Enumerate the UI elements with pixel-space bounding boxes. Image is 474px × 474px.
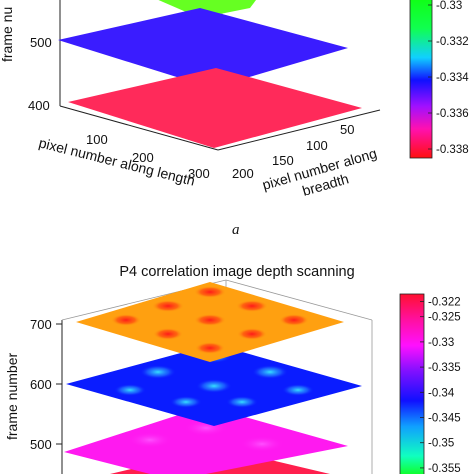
bottom-z-tick: 600 xyxy=(30,377,52,392)
bottom-z-tick: 500 xyxy=(30,437,52,452)
top-z-ticks: 500 400 xyxy=(28,35,52,113)
bottom-colorbar-ticks: -0.322 -0.325 -0.33 -0.335 -0.34 -0.345 -0.35 -… xyxy=(420,297,461,474)
top-x-tick: 300 xyxy=(188,166,210,181)
top-x-axis-label: pixel number along length xyxy=(37,134,196,188)
bottom-z-ticks: 700 600 500 xyxy=(30,317,62,452)
top-y-tick: 100 xyxy=(306,138,328,153)
colorbar-tick-label: -0.345 xyxy=(428,413,461,425)
top-x-tick: 100 xyxy=(86,132,108,147)
colorbar-tick-label: -0.33 xyxy=(428,337,454,349)
top-x-tick: 200 xyxy=(132,150,154,165)
bottom-chart: P4 correlation image depth scanning xyxy=(4,264,461,474)
colorbar-tick-label: -0.334 xyxy=(436,72,469,84)
colorbar-tick-label: -0.325 xyxy=(428,312,461,324)
top-colorbar-ticks: -0.33 -0.332 -0.334 -0.336 -0.338 xyxy=(428,0,469,156)
bottom-slice-600-spots xyxy=(114,349,314,408)
top-y-tick: 200 xyxy=(232,166,254,181)
bottom-chart-title: P4 correlation image depth scanning xyxy=(119,264,354,280)
bottom-slice-500-spots xyxy=(128,420,284,452)
bottom-z-tick: 700 xyxy=(30,317,52,332)
top-slice-500 xyxy=(58,8,348,88)
bottom-slice-700-spots xyxy=(111,286,309,354)
top-chart: 500 400 frame nu 100 200 300 pixel numbe… xyxy=(0,0,469,199)
top-x-axis-line xyxy=(59,105,219,151)
colorbar-tick-label: -0.33 xyxy=(436,0,462,12)
colorbar-tick-label: -0.355 xyxy=(428,463,461,474)
top-y-tick: 50 xyxy=(340,122,354,137)
colorbar-tick-label: -0.35 xyxy=(428,438,454,450)
colorbar-tick-label: -0.335 xyxy=(428,362,461,374)
top-slice-400 xyxy=(68,68,362,148)
top-slice-600 xyxy=(158,0,256,18)
colorbar-tick-label: -0.332 xyxy=(436,36,469,48)
colorbar-tick-label: -0.322 xyxy=(428,297,461,309)
colorbar-tick-label: -0.338 xyxy=(436,144,469,156)
bottom-slice-500 xyxy=(64,406,348,474)
panel-label: a xyxy=(232,222,240,238)
top-colorbar xyxy=(409,0,433,159)
top-z-tick: 400 xyxy=(28,98,50,113)
bottom-top-edge-right xyxy=(225,279,373,321)
top-z-tick: 500 xyxy=(30,35,52,50)
top-x-ticks: 100 200 300 xyxy=(86,132,210,181)
top-z-axis-label: frame nu xyxy=(0,7,15,62)
colorbar-tick-label: -0.336 xyxy=(436,108,469,120)
top-y-tick: 150 xyxy=(272,153,294,168)
top-y-axis-line xyxy=(217,109,381,151)
colorbar-tick-label: -0.34 xyxy=(428,387,455,399)
bottom-z-axis-label: frame number xyxy=(4,353,20,440)
bottom-colorbar xyxy=(399,293,425,474)
top-y-ticks: 200 150 100 50 xyxy=(232,122,354,181)
